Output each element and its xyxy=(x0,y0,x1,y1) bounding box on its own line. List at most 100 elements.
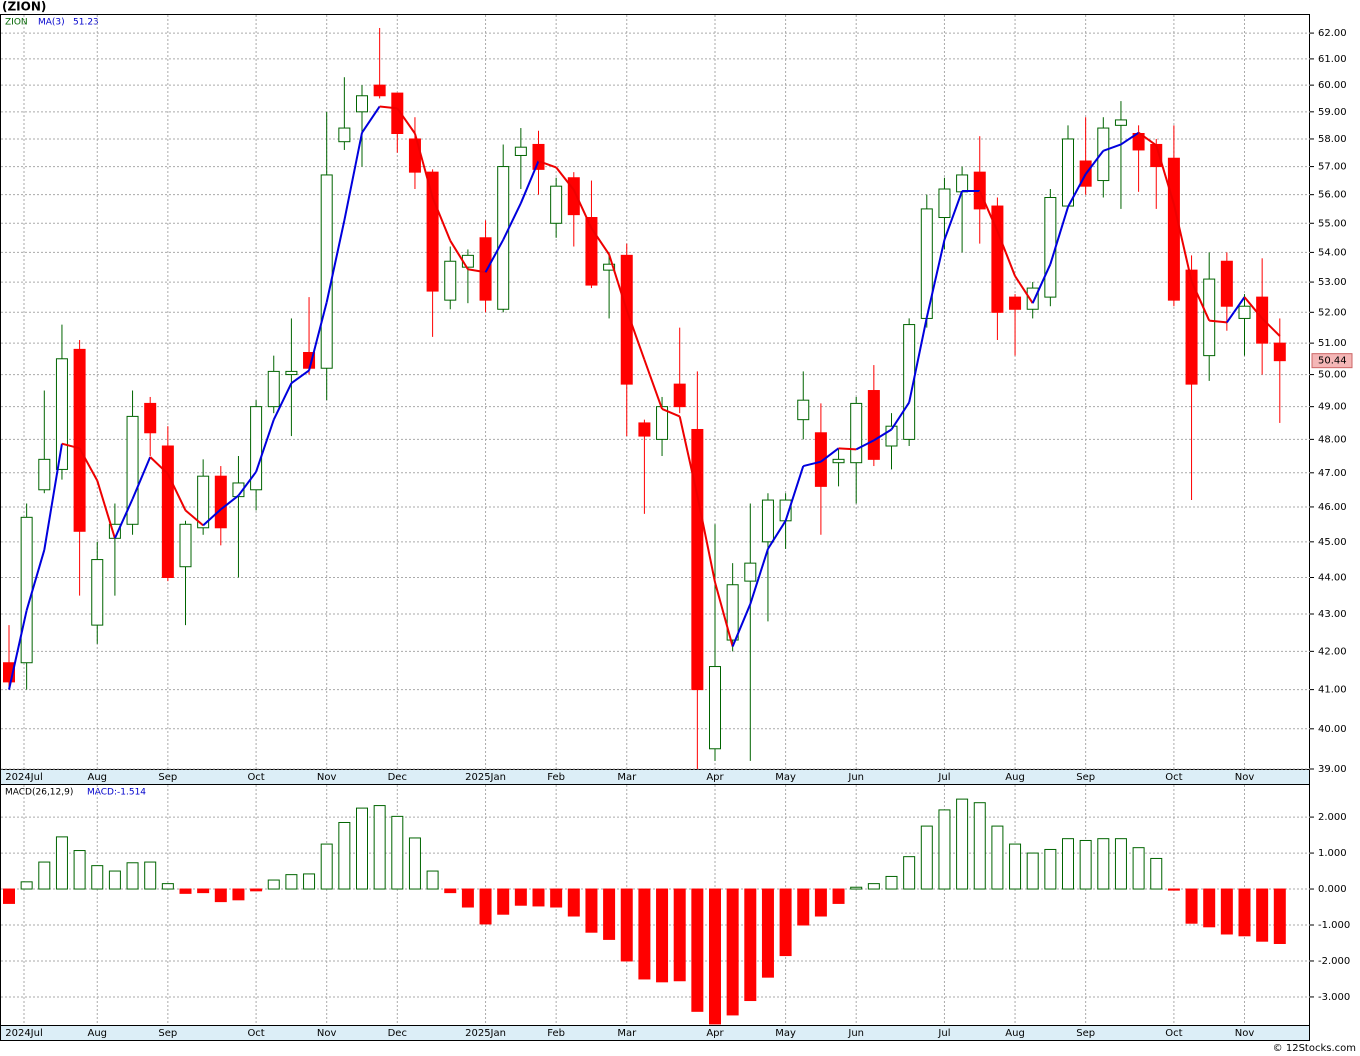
candle-body xyxy=(1273,342,1286,362)
y-tick-label: 48.00 xyxy=(1318,434,1347,445)
macd-bar xyxy=(461,888,474,908)
candle-body xyxy=(1256,296,1269,344)
y-tick-label: 59.00 xyxy=(1318,107,1347,118)
macd-bar xyxy=(991,825,1004,890)
candle-body xyxy=(338,127,351,143)
candle-body xyxy=(1044,197,1057,298)
candle-body xyxy=(1114,119,1127,126)
candle-body xyxy=(585,217,598,286)
x-tick-label: May xyxy=(775,772,796,783)
x-tick-label: Feb xyxy=(547,1028,565,1039)
macd-bar xyxy=(1185,888,1198,924)
macd-bar xyxy=(214,888,227,903)
macd-bar xyxy=(1009,843,1022,890)
x-tick-label: 2024Jul xyxy=(5,1028,43,1039)
macd-bar xyxy=(3,888,15,904)
ma-segment xyxy=(1067,173,1087,208)
ma-segment xyxy=(749,548,769,605)
x-tick-label: Feb xyxy=(547,772,565,783)
ma-segment xyxy=(184,509,204,527)
macd-bar xyxy=(1097,838,1110,890)
candle-body xyxy=(709,666,721,750)
y-tick-label: 49.00 xyxy=(1318,402,1347,413)
x-tick-label: Mar xyxy=(617,772,637,783)
ma-segment xyxy=(8,610,28,690)
macd-bar xyxy=(779,888,792,957)
candle-body xyxy=(938,188,951,219)
x-tick-label: Oct xyxy=(247,1028,264,1039)
macd-bar xyxy=(620,888,633,962)
x-tick-label: 2025Jan xyxy=(465,772,506,783)
ma-segment xyxy=(572,189,593,229)
x-tick-label: Aug xyxy=(1005,1028,1025,1039)
candle-body xyxy=(55,358,68,470)
candle-body xyxy=(214,475,227,529)
candle-body xyxy=(691,428,704,691)
macd-bar xyxy=(426,870,439,890)
x-tick-label: Nov xyxy=(1235,1028,1255,1039)
ma-segment xyxy=(502,202,522,241)
y-tick-label: 61.00 xyxy=(1318,54,1347,65)
candle-body xyxy=(20,516,33,664)
candle-body xyxy=(550,185,563,224)
ma-segment xyxy=(149,456,169,475)
y-tick-label: -2.000 xyxy=(1318,956,1350,967)
y-tick-label: 55.00 xyxy=(1318,218,1347,229)
candle-body xyxy=(726,584,739,641)
x-tick-label: Oct xyxy=(247,772,264,783)
candle-body xyxy=(161,445,174,579)
candle-body xyxy=(514,146,527,156)
ma-segment xyxy=(714,581,734,647)
ma-segment xyxy=(855,439,875,451)
y-tick-label: 54.00 xyxy=(1318,247,1347,258)
macd-bar xyxy=(867,883,880,890)
candle-body xyxy=(144,402,157,434)
y-tick-label: 45.00 xyxy=(1318,537,1347,548)
x-tick-label: Aug xyxy=(87,772,107,783)
macd-bar xyxy=(956,798,969,890)
candle-body xyxy=(1220,260,1233,307)
macd-bar xyxy=(761,888,774,978)
macd-bar xyxy=(391,815,404,890)
candle-body xyxy=(567,177,580,216)
ma-segment xyxy=(838,447,857,451)
date-strip xyxy=(0,769,1310,785)
candle-body xyxy=(1026,287,1039,310)
ma-segment xyxy=(890,401,910,431)
footer: © 12Stocks.com xyxy=(1273,1043,1356,1054)
candle-body xyxy=(320,174,333,369)
macd-bar xyxy=(973,802,986,890)
candle-body xyxy=(867,390,880,460)
macd-bar xyxy=(250,888,263,892)
x-tick-label: Sep xyxy=(1076,772,1095,783)
x-tick-label: Nov xyxy=(317,1028,337,1039)
ma-segment xyxy=(678,416,699,496)
ma-segment xyxy=(379,105,398,110)
ma-segment xyxy=(255,419,275,473)
candle-body xyxy=(832,458,845,464)
last-price-badge xyxy=(1311,353,1353,369)
macd-bar xyxy=(179,888,192,894)
candle-body xyxy=(3,662,15,683)
candle-body xyxy=(991,205,1004,313)
x-tick-label: Oct xyxy=(1165,772,1182,783)
ma-segment xyxy=(113,498,134,539)
ma-segment xyxy=(237,471,257,497)
candle-body xyxy=(38,458,51,491)
y-tick-label: -3.000 xyxy=(1318,992,1350,1003)
macd-bar xyxy=(797,888,810,926)
macd-bar xyxy=(1220,888,1233,935)
macd-bar xyxy=(744,888,757,1002)
macd-bar xyxy=(1079,839,1092,890)
y-tick-label: 58.00 xyxy=(1318,134,1347,145)
macd-bar xyxy=(408,837,421,890)
candle-body xyxy=(814,432,827,487)
candle-body xyxy=(956,174,969,193)
x-tick-label: Sep xyxy=(158,1028,177,1039)
ma-segment xyxy=(1084,150,1105,175)
ma-segment xyxy=(361,105,381,134)
candle-body xyxy=(903,324,916,440)
y-tick-label: 41.00 xyxy=(1318,685,1347,696)
y-tick-label: 56.00 xyxy=(1318,190,1347,201)
macd-bar xyxy=(550,888,563,908)
